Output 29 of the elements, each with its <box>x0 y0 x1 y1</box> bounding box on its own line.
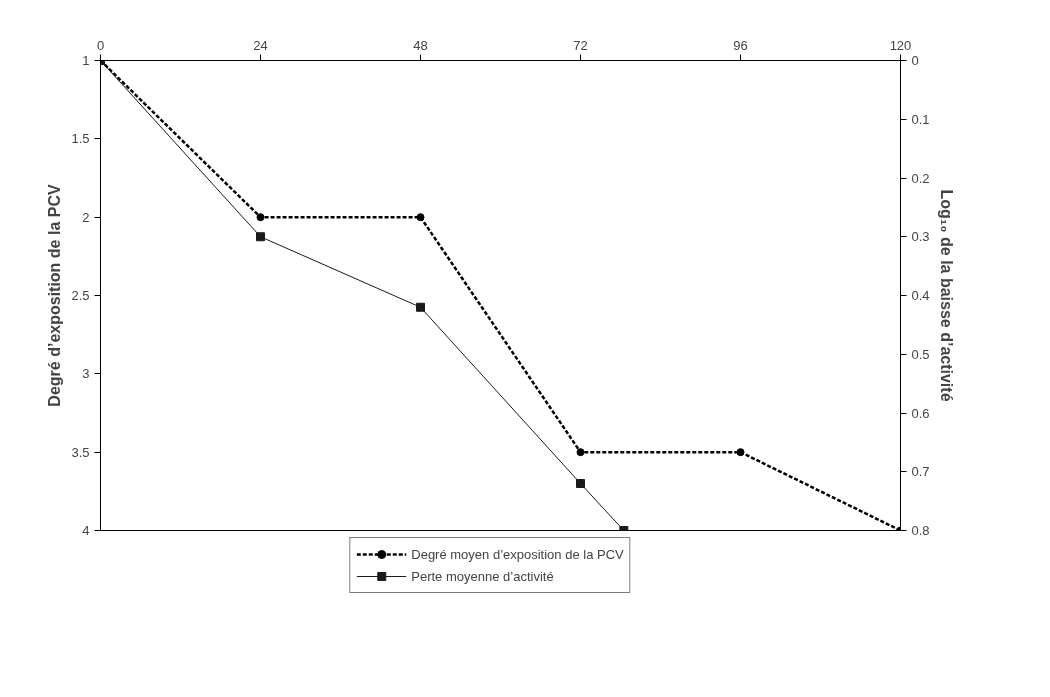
y-tick-label: 3 <box>82 366 90 382</box>
y-tick-label: 1 <box>82 53 90 68</box>
y-tick-label: 2.5 <box>71 288 90 303</box>
point <box>416 302 425 312</box>
y2-axis-title: Log₁₀ de la baisse d’activité <box>937 189 955 402</box>
x-tick-label: 24 <box>253 37 268 53</box>
y-tick-label: 2 <box>82 209 90 225</box>
y-tick-label: 4 <box>82 523 90 538</box>
y2-tick-label: 0.2 <box>911 170 930 186</box>
y2-tick-label: 0.1 <box>911 111 930 127</box>
legend-label: Degré moyen d’exposition de la PCV <box>411 546 624 562</box>
y2-tick-label: 0.3 <box>911 229 930 245</box>
y2-tick-label: 0.5 <box>911 346 930 362</box>
x-tick-label: 120 <box>889 37 912 53</box>
x-tick-label: 0 <box>96 37 105 53</box>
y2-tick-label: 0 <box>911 53 919 68</box>
point <box>256 232 265 242</box>
x-tick-label: 72 <box>573 37 588 53</box>
y2-tick-label: 0.4 <box>911 288 930 303</box>
x-tick-label: 48 <box>413 37 428 53</box>
x-tick-label: 96 <box>733 37 748 53</box>
y2-tick-label: 0.8 <box>911 523 930 538</box>
legend-label: Perte moyenne d’activité <box>411 568 554 584</box>
y-tick-label: 1.5 <box>71 131 90 147</box>
y2-tick-label: 0.6 <box>911 405 930 421</box>
point <box>576 479 585 488</box>
y-axis-title: Degré d’exposition de la PCV <box>46 184 64 407</box>
y-tick-label: 3.5 <box>71 444 90 460</box>
y2-tick-label: 0.7 <box>911 464 930 480</box>
